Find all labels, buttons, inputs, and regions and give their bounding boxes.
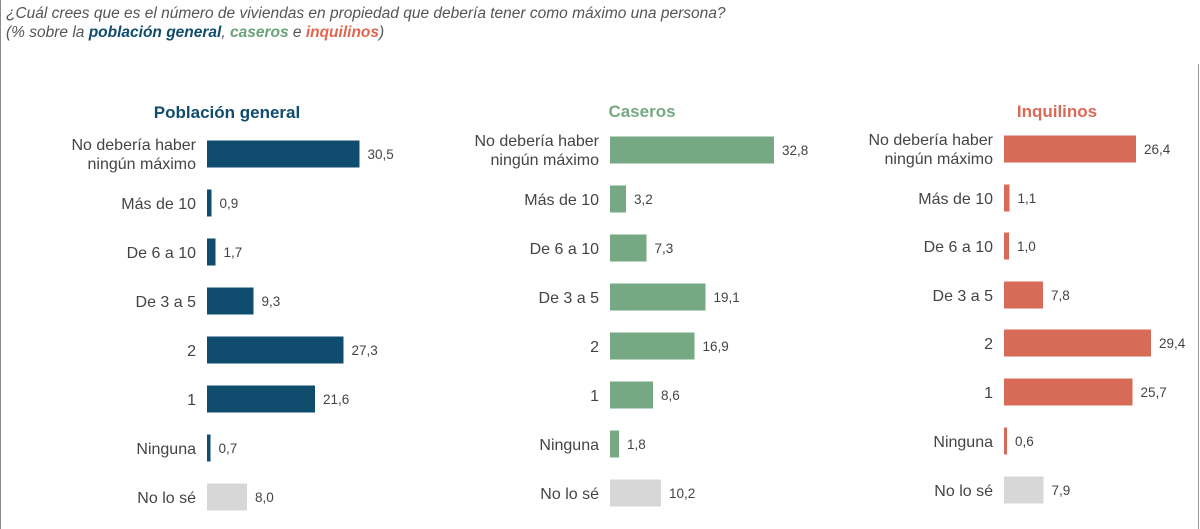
category-label: De 6 a 10: [127, 245, 196, 262]
value-label: 3,2: [634, 192, 653, 207]
category-label: No lo sé: [934, 483, 993, 500]
bar: [207, 385, 315, 413]
right-border-line: [1198, 64, 1199, 529]
value-label: 10,2: [669, 486, 695, 501]
bar: [207, 189, 212, 217]
category-label: No debería haber: [474, 133, 599, 150]
value-label: 25,7: [1141, 385, 1167, 400]
value-label: 7,8: [1051, 288, 1070, 303]
bar: [610, 136, 774, 164]
bar: [207, 238, 216, 266]
value-label: 26,4: [1144, 142, 1171, 157]
bar: [1004, 135, 1136, 163]
bar: [610, 479, 661, 507]
subtitle-suffix: ): [379, 24, 385, 41]
value-label: 29,4: [1159, 336, 1186, 351]
category-label: 1: [187, 392, 196, 409]
bar: [1004, 184, 1010, 212]
value-label: 7,9: [1052, 483, 1071, 498]
value-label: 1,0: [1017, 239, 1036, 254]
category-label: Ninguna: [539, 437, 599, 454]
panel-caseros: Caseros 32,8 No debería haber ningún máximo…: [474, 102, 808, 507]
value-label: 27,3: [352, 343, 378, 358]
category-label: 1: [590, 388, 599, 405]
bar: [610, 283, 706, 311]
value-label: 7,3: [655, 241, 674, 256]
chart-header: ¿Cuál crees que es el número de vivienda…: [6, 4, 1106, 42]
bar: [207, 287, 254, 315]
panel-title: Población general: [154, 103, 300, 122]
subtitle-separator-2: e: [288, 24, 306, 41]
category-label: ningún máximo: [885, 151, 994, 168]
question-title: ¿Cuál crees que es el número de vivienda…: [6, 5, 726, 22]
category-label: Más de 10: [918, 191, 993, 208]
value-label: 1,8: [627, 437, 646, 452]
category-label: De 6 a 10: [924, 239, 993, 256]
subtitle-separator-1: ,: [221, 24, 230, 41]
bar: [610, 430, 619, 458]
category-label: De 3 a 5: [136, 294, 197, 311]
category-label: No debería haber: [71, 137, 196, 154]
category-label: No lo sé: [137, 490, 196, 507]
subtitle-prefix: (% sobre la: [6, 24, 89, 41]
bar: [207, 483, 247, 511]
category-label: 2: [187, 343, 196, 360]
value-label: 1,7: [224, 245, 243, 260]
value-label: 19,1: [714, 290, 740, 305]
panel-general: Población general 30,5 No debería haber nin…: [71, 103, 394, 511]
value-label: 0,9: [220, 196, 239, 211]
bar: [207, 140, 360, 168]
value-label: 16,9: [703, 339, 729, 354]
category-label: 2: [590, 339, 599, 356]
category-label: Ninguna: [933, 434, 993, 451]
value-label: 8,6: [661, 388, 680, 403]
bar: [1004, 281, 1043, 309]
category-label: Más de 10: [121, 196, 196, 213]
subtitle: (% sobre la población general, caseros e…: [6, 23, 1106, 42]
value-label: 0,6: [1015, 434, 1034, 449]
bar: [1004, 378, 1133, 406]
panel-inquilinos: Inquilinos 26,4 No debería haber ningún máx…: [868, 102, 1186, 504]
bar: [1004, 427, 1007, 455]
category-label: 2: [984, 336, 993, 353]
category-label: De 6 a 10: [530, 241, 599, 258]
value-label: 32,8: [782, 143, 808, 158]
category-label: No lo sé: [540, 486, 599, 503]
value-label: 0,7: [219, 441, 238, 456]
panel-title: Inquilinos: [1017, 102, 1097, 121]
category-label: 1: [984, 385, 993, 402]
bar: [207, 336, 344, 364]
value-label: 9,3: [262, 294, 281, 309]
category-label: De 3 a 5: [539, 290, 600, 307]
category-label: De 3 a 5: [933, 288, 994, 305]
bar: [610, 234, 647, 262]
bar: [1004, 232, 1009, 260]
category-label: No debería haber: [868, 132, 993, 149]
value-label: 30,5: [368, 147, 394, 162]
left-border-line: [0, 0, 1, 529]
bar: [1004, 476, 1044, 504]
bar: [1004, 329, 1151, 357]
bar: [610, 332, 695, 360]
value-label: 8,0: [255, 490, 274, 505]
value-label: 1,1: [1018, 191, 1037, 206]
subtitle-inquilinos: inquilinos: [305, 24, 379, 41]
category-label: ningún máximo: [491, 152, 600, 169]
bar: [610, 185, 626, 213]
bar: [207, 434, 211, 462]
value-label: 21,6: [323, 392, 349, 407]
bar: [610, 381, 653, 409]
category-label: ningún máximo: [88, 156, 197, 173]
category-label: Ninguna: [136, 441, 196, 458]
subtitle-general: población general: [88, 24, 222, 41]
category-label: Más de 10: [524, 192, 599, 209]
subtitle-caseros: caseros: [229, 24, 289, 41]
panel-title: Caseros: [608, 102, 675, 121]
